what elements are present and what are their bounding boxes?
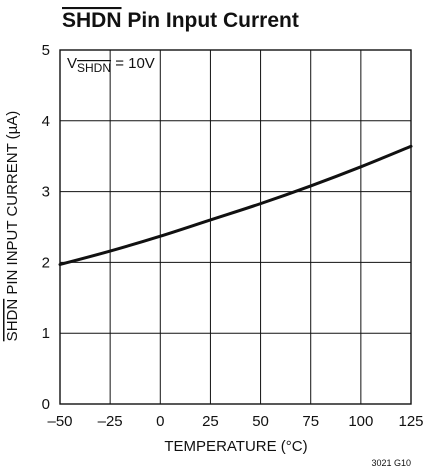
x-tick-label: 0 xyxy=(156,413,164,430)
annotation-suffix: = 10V xyxy=(111,55,155,72)
x-tick-label: 100 xyxy=(348,413,373,430)
y-tick-label: 0 xyxy=(42,396,50,413)
x-axis-label: TEMPERATURE (°C) xyxy=(164,438,307,455)
figure-id: 3021 G10 xyxy=(371,458,411,468)
grid-lines xyxy=(60,50,411,404)
chart-title-rest: Pin Input Current xyxy=(122,9,299,32)
plot-frame xyxy=(59,49,412,405)
x-tick-label: 25 xyxy=(202,413,219,430)
x-tick-label: 125 xyxy=(398,413,423,430)
x-tick-label: –25 xyxy=(98,413,123,430)
y-tick-label: 2 xyxy=(42,254,50,271)
y-axis-label: SHDN PIN INPUT CURRENT (µA) xyxy=(4,111,21,342)
x-tick-label: –50 xyxy=(47,413,72,430)
y-tick-label: 3 xyxy=(42,184,50,201)
condition-annotation: VSHDN = 10V xyxy=(67,55,155,75)
chart-title-overlined: SHDN xyxy=(62,9,122,32)
y-tick-label: 5 xyxy=(42,42,50,59)
annotation-subscript: SHDN xyxy=(77,61,111,75)
y-axis-label-overlined: SHDN xyxy=(4,299,21,342)
x-tick-labels: –50 –25 0 25 50 75 100 125 xyxy=(47,413,423,430)
y-axis-label-rest: PIN INPUT CURRENT (µA) xyxy=(4,111,21,299)
y-tick-labels: 0 1 2 3 4 5 xyxy=(42,42,50,413)
chart-title: SHDN Pin Input Current xyxy=(62,9,299,32)
x-tick-label: 75 xyxy=(302,413,319,430)
series-line xyxy=(58,144,413,267)
y-tick-label: 4 xyxy=(42,113,50,130)
y-tick-label: 1 xyxy=(42,325,50,342)
annotation-prefix: V xyxy=(67,55,77,72)
x-tick-label: 50 xyxy=(252,413,269,430)
